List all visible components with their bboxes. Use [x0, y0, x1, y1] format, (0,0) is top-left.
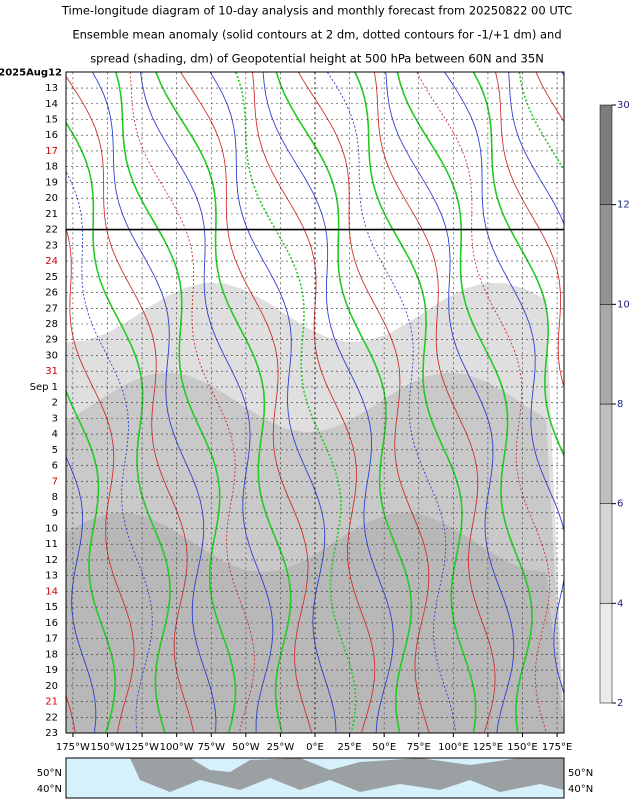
colorbar-segment: [600, 504, 612, 604]
y-tick-label: 21: [45, 209, 58, 220]
y-tick-label: 10: [45, 523, 58, 534]
map-lat-label: 50°N: [568, 768, 593, 779]
y-tick-label: 14: [45, 99, 58, 110]
chart-title: Ensemble mean anomaly (solid contours at…: [72, 28, 561, 42]
chart-title: spread (shading, dm) of Geopotential hei…: [90, 52, 544, 66]
x-tick-label: 100°E: [438, 742, 468, 753]
colorbar-segment: [600, 404, 612, 504]
y-tick-label: 16: [45, 618, 58, 629]
y-tick-label: 16: [45, 130, 58, 141]
y-tick-label: 20: [45, 681, 58, 692]
y-tick-label: 26: [45, 288, 58, 299]
colorbar-label: 10: [617, 299, 630, 310]
y-tick-label: 23: [45, 728, 58, 739]
colorbar-segment: [600, 205, 612, 305]
y-tick-label: 18: [45, 162, 58, 173]
x-tick-label: 50°E: [372, 742, 396, 753]
colorbar-label: 12: [617, 200, 630, 211]
y-tick-label: 17: [45, 146, 58, 157]
y-tick-label: 14: [45, 586, 58, 597]
y-tick-label: 29: [45, 335, 58, 346]
colorbar-label: 6: [617, 499, 623, 510]
y-tick-label: 22: [45, 712, 58, 723]
y-tick-label: 13: [45, 571, 58, 582]
colorbar-label: 8: [617, 399, 623, 410]
y-tick-label: 18: [45, 649, 58, 660]
x-tick-label: 25°W: [267, 742, 295, 753]
y-tick-label: 19: [45, 177, 58, 188]
y-tick-label: 3: [52, 413, 58, 424]
chart-title: Time-longitude diagram of 10-day analysi…: [61, 4, 572, 18]
x-tick-label: 75°W: [197, 742, 225, 753]
x-tick-label: 125°W: [125, 742, 159, 753]
y-tick-label: 31: [45, 366, 58, 377]
x-tick-label: 0°E: [306, 742, 324, 753]
x-tick-label: 175°E: [542, 742, 572, 753]
y-tick-label: 22: [45, 225, 58, 236]
colorbar-segment: [600, 105, 612, 205]
colorbar-segment: [600, 304, 612, 404]
y-tick-label: 6: [52, 461, 58, 472]
y-tick-label: 2025Aug12: [0, 67, 62, 78]
y-tick-label: 24: [45, 256, 58, 267]
y-tick-label: 4: [52, 429, 58, 440]
y-tick-label: 21: [45, 697, 58, 708]
map-lat-label: 40°N: [568, 784, 593, 795]
x-tick-label: 75°E: [407, 742, 431, 753]
colorbar-label: 4: [617, 598, 623, 609]
y-tick-label: 12: [45, 555, 58, 566]
y-tick-label: 15: [45, 602, 58, 613]
x-tick-label: 175°W: [56, 742, 90, 753]
x-tick-label: 50°W: [232, 742, 260, 753]
x-tick-label: 125°E: [473, 742, 503, 753]
y-tick-label: 13: [45, 83, 58, 94]
y-tick-label: 2: [52, 398, 58, 409]
colorbar-label: 30: [617, 100, 630, 111]
y-tick-label: 23: [45, 240, 58, 251]
y-tick-label: 8: [52, 492, 58, 503]
y-tick-label: Sep 1: [30, 382, 58, 393]
map-lat-label: 40°N: [37, 784, 62, 795]
y-tick-label: 9: [52, 508, 58, 519]
y-tick-label: 15: [45, 114, 58, 125]
y-tick-label: 30: [45, 350, 58, 361]
y-tick-label: 19: [45, 665, 58, 676]
y-tick-label: 11: [45, 539, 58, 550]
colorbar-segment: [600, 603, 612, 703]
colorbar-label: 2: [617, 698, 623, 709]
y-tick-label: 27: [45, 303, 58, 314]
y-tick-label: 5: [52, 445, 58, 456]
y-tick-label: 25: [45, 272, 58, 283]
y-tick-label: 17: [45, 634, 58, 645]
x-tick-label: 100°W: [160, 742, 194, 753]
x-tick-label: 150°E: [507, 742, 537, 753]
y-tick-label: 20: [45, 193, 58, 204]
x-tick-label: 25°E: [338, 742, 362, 753]
y-tick-label: 7: [52, 476, 58, 487]
map-lat-label: 50°N: [37, 768, 62, 779]
x-tick-label: 150°W: [91, 742, 125, 753]
y-tick-label: 28: [45, 319, 58, 330]
